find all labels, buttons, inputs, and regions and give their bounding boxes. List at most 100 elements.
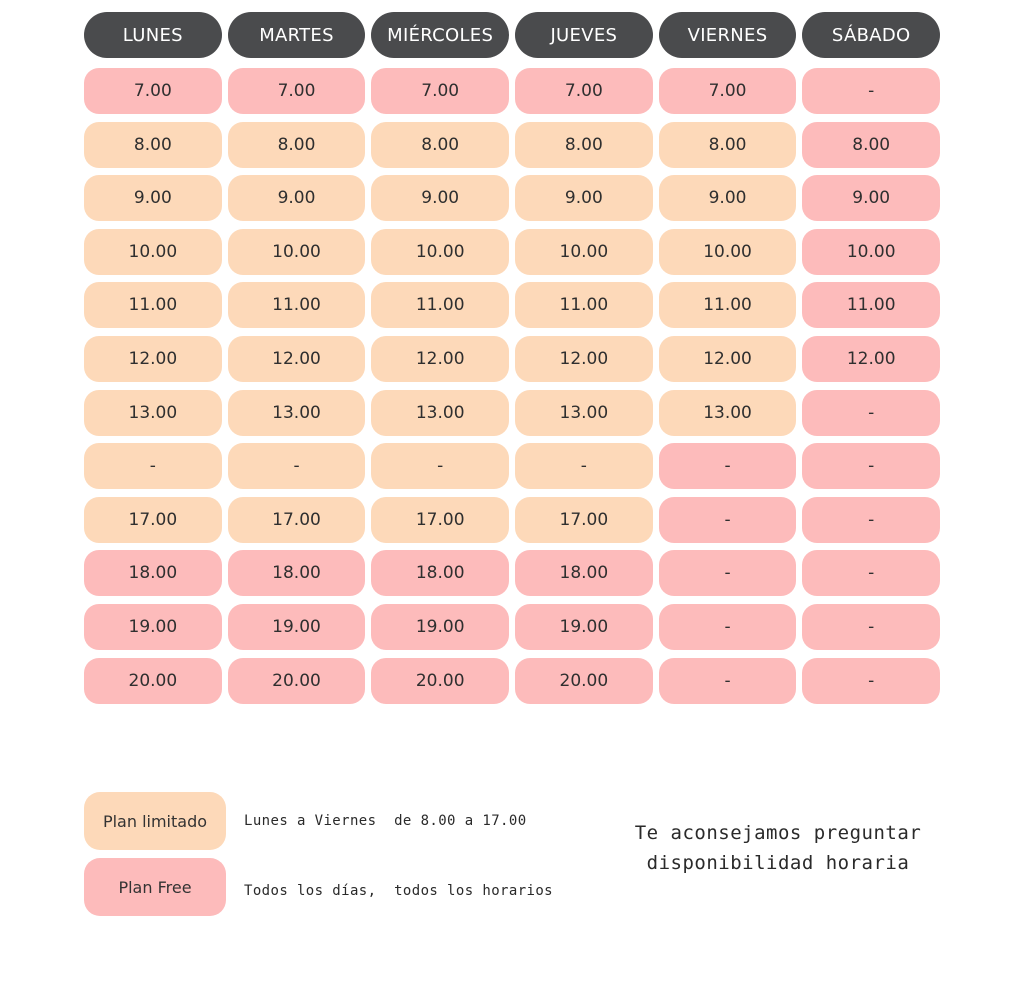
time-slot: 9.00 [371, 175, 510, 222]
time-slot: 13.00 [371, 389, 510, 436]
time-slot: 9.00 [802, 175, 941, 222]
time-slot: 11.00 [84, 282, 222, 329]
time-slot: 9.00 [227, 175, 366, 222]
time-slot: 11.00 [227, 282, 366, 329]
time-slot: 12.00 [84, 335, 222, 382]
schedule-table: LUNES MARTES MIÉRCOLES JUEVES VIERNES SÁBADO … [84, 12, 941, 711]
time-slot: 12.00 [802, 335, 941, 382]
time-slot: 18.00 [515, 550, 653, 597]
time-slot: 11.00 [658, 282, 797, 329]
legend: Plan limitado Lunes a Viernes de 8.00 a … [84, 792, 553, 924]
time-slot: 8.00 [658, 121, 797, 168]
time-slot: 19.00 [371, 603, 510, 650]
time-slot: - [802, 496, 941, 543]
time-row: 10.00 10.00 10.00 10.00 10.00 10.00 [84, 228, 941, 275]
time-slot-grid: 7.00 7.00 7.00 7.00 7.00-8.00 8.00 8.00 8.00 8.0… [84, 68, 941, 704]
time-slot: 10.00 [227, 228, 366, 275]
time-slot: - [658, 496, 797, 543]
time-slot: 10.00 [802, 228, 941, 275]
plan-limited-description: Lunes a Viernes de 8.00 a 17.00 [244, 813, 527, 829]
time-row: 8.00 8.00 8.00 8.00 8.00 8.00 [84, 121, 941, 168]
time-slot: 8.00 [227, 121, 366, 168]
time-slot: - [802, 550, 941, 597]
time-slot: 17.00 [371, 496, 510, 543]
time-slot: 18.00 [84, 550, 222, 597]
time-slot: - [802, 68, 941, 114]
time-row: ------ [84, 443, 941, 490]
time-slot: 17.00 [84, 496, 222, 543]
time-row: 11.00 11.00 11.00 11.00 11.00 11.00 [84, 282, 941, 329]
time-slot: 8.00 [371, 121, 510, 168]
time-slot: 8.00 [515, 121, 653, 168]
legend-item-free: Plan Free Todos los días, todos los hora… [84, 858, 553, 916]
time-slot: 12.00 [371, 335, 510, 382]
time-slot: 7.00 [515, 68, 653, 114]
time-slot: 10.00 [658, 228, 797, 275]
time-slot: 13.00 [515, 389, 653, 436]
time-slot: - [802, 603, 941, 650]
time-slot: 9.00 [515, 175, 653, 222]
time-row: 18.00 18.00 18.00 18.00- - [84, 550, 941, 597]
legend-item-limited: Plan limitado Lunes a Viernes de 8.00 a … [84, 792, 553, 850]
time-slot: - [802, 657, 941, 704]
time-slot: 9.00 [658, 175, 797, 222]
time-slot: - [658, 603, 797, 650]
time-slot: 12.00 [658, 335, 797, 382]
plan-limited-badge: Plan limitado [84, 792, 226, 850]
plan-free-description: Todos los días, todos los horarios [244, 883, 554, 899]
time-slot: - [227, 443, 366, 490]
time-slot: 17.00 [227, 496, 366, 543]
time-slot: 7.00 [371, 68, 510, 114]
time-slot: - [658, 550, 797, 597]
time-row: 12.00 12.00 12.00 12.00 12.00 12.00 [84, 335, 941, 382]
time-slot: 20.00 [227, 657, 366, 704]
time-slot: 19.00 [515, 603, 653, 650]
time-slot: 17.00 [515, 496, 653, 543]
time-slot: - [658, 657, 797, 704]
time-slot: - [802, 389, 941, 436]
time-row: 19.00 19.00 19.00 19.00- - [84, 603, 941, 650]
day-header-row: LUNES MARTES MIÉRCOLES JUEVES VIERNES SÁBADO [84, 12, 941, 58]
time-slot: - [802, 443, 941, 490]
time-slot: 7.00 [84, 68, 222, 114]
time-slot: 19.00 [227, 603, 366, 650]
time-slot: 20.00 [371, 657, 510, 704]
time-slot: 13.00 [658, 389, 797, 436]
time-row: 13.00 13.00 13.00 13.00 13.00- [84, 389, 941, 436]
time-slot: 10.00 [371, 228, 510, 275]
time-slot: - [658, 443, 797, 490]
time-row: 9.00 9.00 9.00 9.00 9.00 9.00 [84, 175, 941, 222]
time-slot: - [515, 443, 653, 490]
advice-text: Te aconsejamos preguntar disponibilidad … [600, 818, 956, 878]
plan-free-badge: Plan Free [84, 858, 226, 916]
time-slot: 8.00 [84, 121, 222, 168]
time-slot: 8.00 [802, 121, 941, 168]
time-slot: 7.00 [227, 68, 366, 114]
time-slot: 10.00 [515, 228, 653, 275]
time-slot: 20.00 [515, 657, 653, 704]
day-header-3: MIÉRCOLES [371, 12, 510, 58]
day-header-5: VIERNES [658, 12, 797, 58]
time-slot: 11.00 [371, 282, 510, 329]
advice-line-2: disponibilidad horaria [646, 852, 910, 874]
time-slot: 10.00 [84, 228, 222, 275]
time-slot: 7.00 [658, 68, 797, 114]
day-header-1: LUNES [84, 12, 222, 58]
time-slot: 19.00 [84, 603, 222, 650]
time-row: 20.00 20.00 20.00 20.00- - [84, 657, 941, 704]
advice-line-1: Te aconsejamos preguntar [634, 822, 922, 844]
time-slot: 9.00 [84, 175, 222, 222]
time-slot: 11.00 [802, 282, 941, 329]
time-slot: 18.00 [371, 550, 510, 597]
time-slot: 18.00 [227, 550, 366, 597]
day-header-6: SÁBADO [802, 12, 941, 58]
time-slot: - [371, 443, 510, 490]
time-slot: 11.00 [515, 282, 653, 329]
time-slot: 13.00 [84, 389, 222, 436]
time-slot: 12.00 [515, 335, 653, 382]
time-row: 7.00 7.00 7.00 7.00 7.00- [84, 68, 941, 114]
time-row: 17.00 17.00 17.00 17.00- - [84, 496, 941, 543]
time-slot: - [84, 443, 222, 490]
day-header-4: JUEVES [515, 12, 653, 58]
time-slot: 12.00 [227, 335, 366, 382]
